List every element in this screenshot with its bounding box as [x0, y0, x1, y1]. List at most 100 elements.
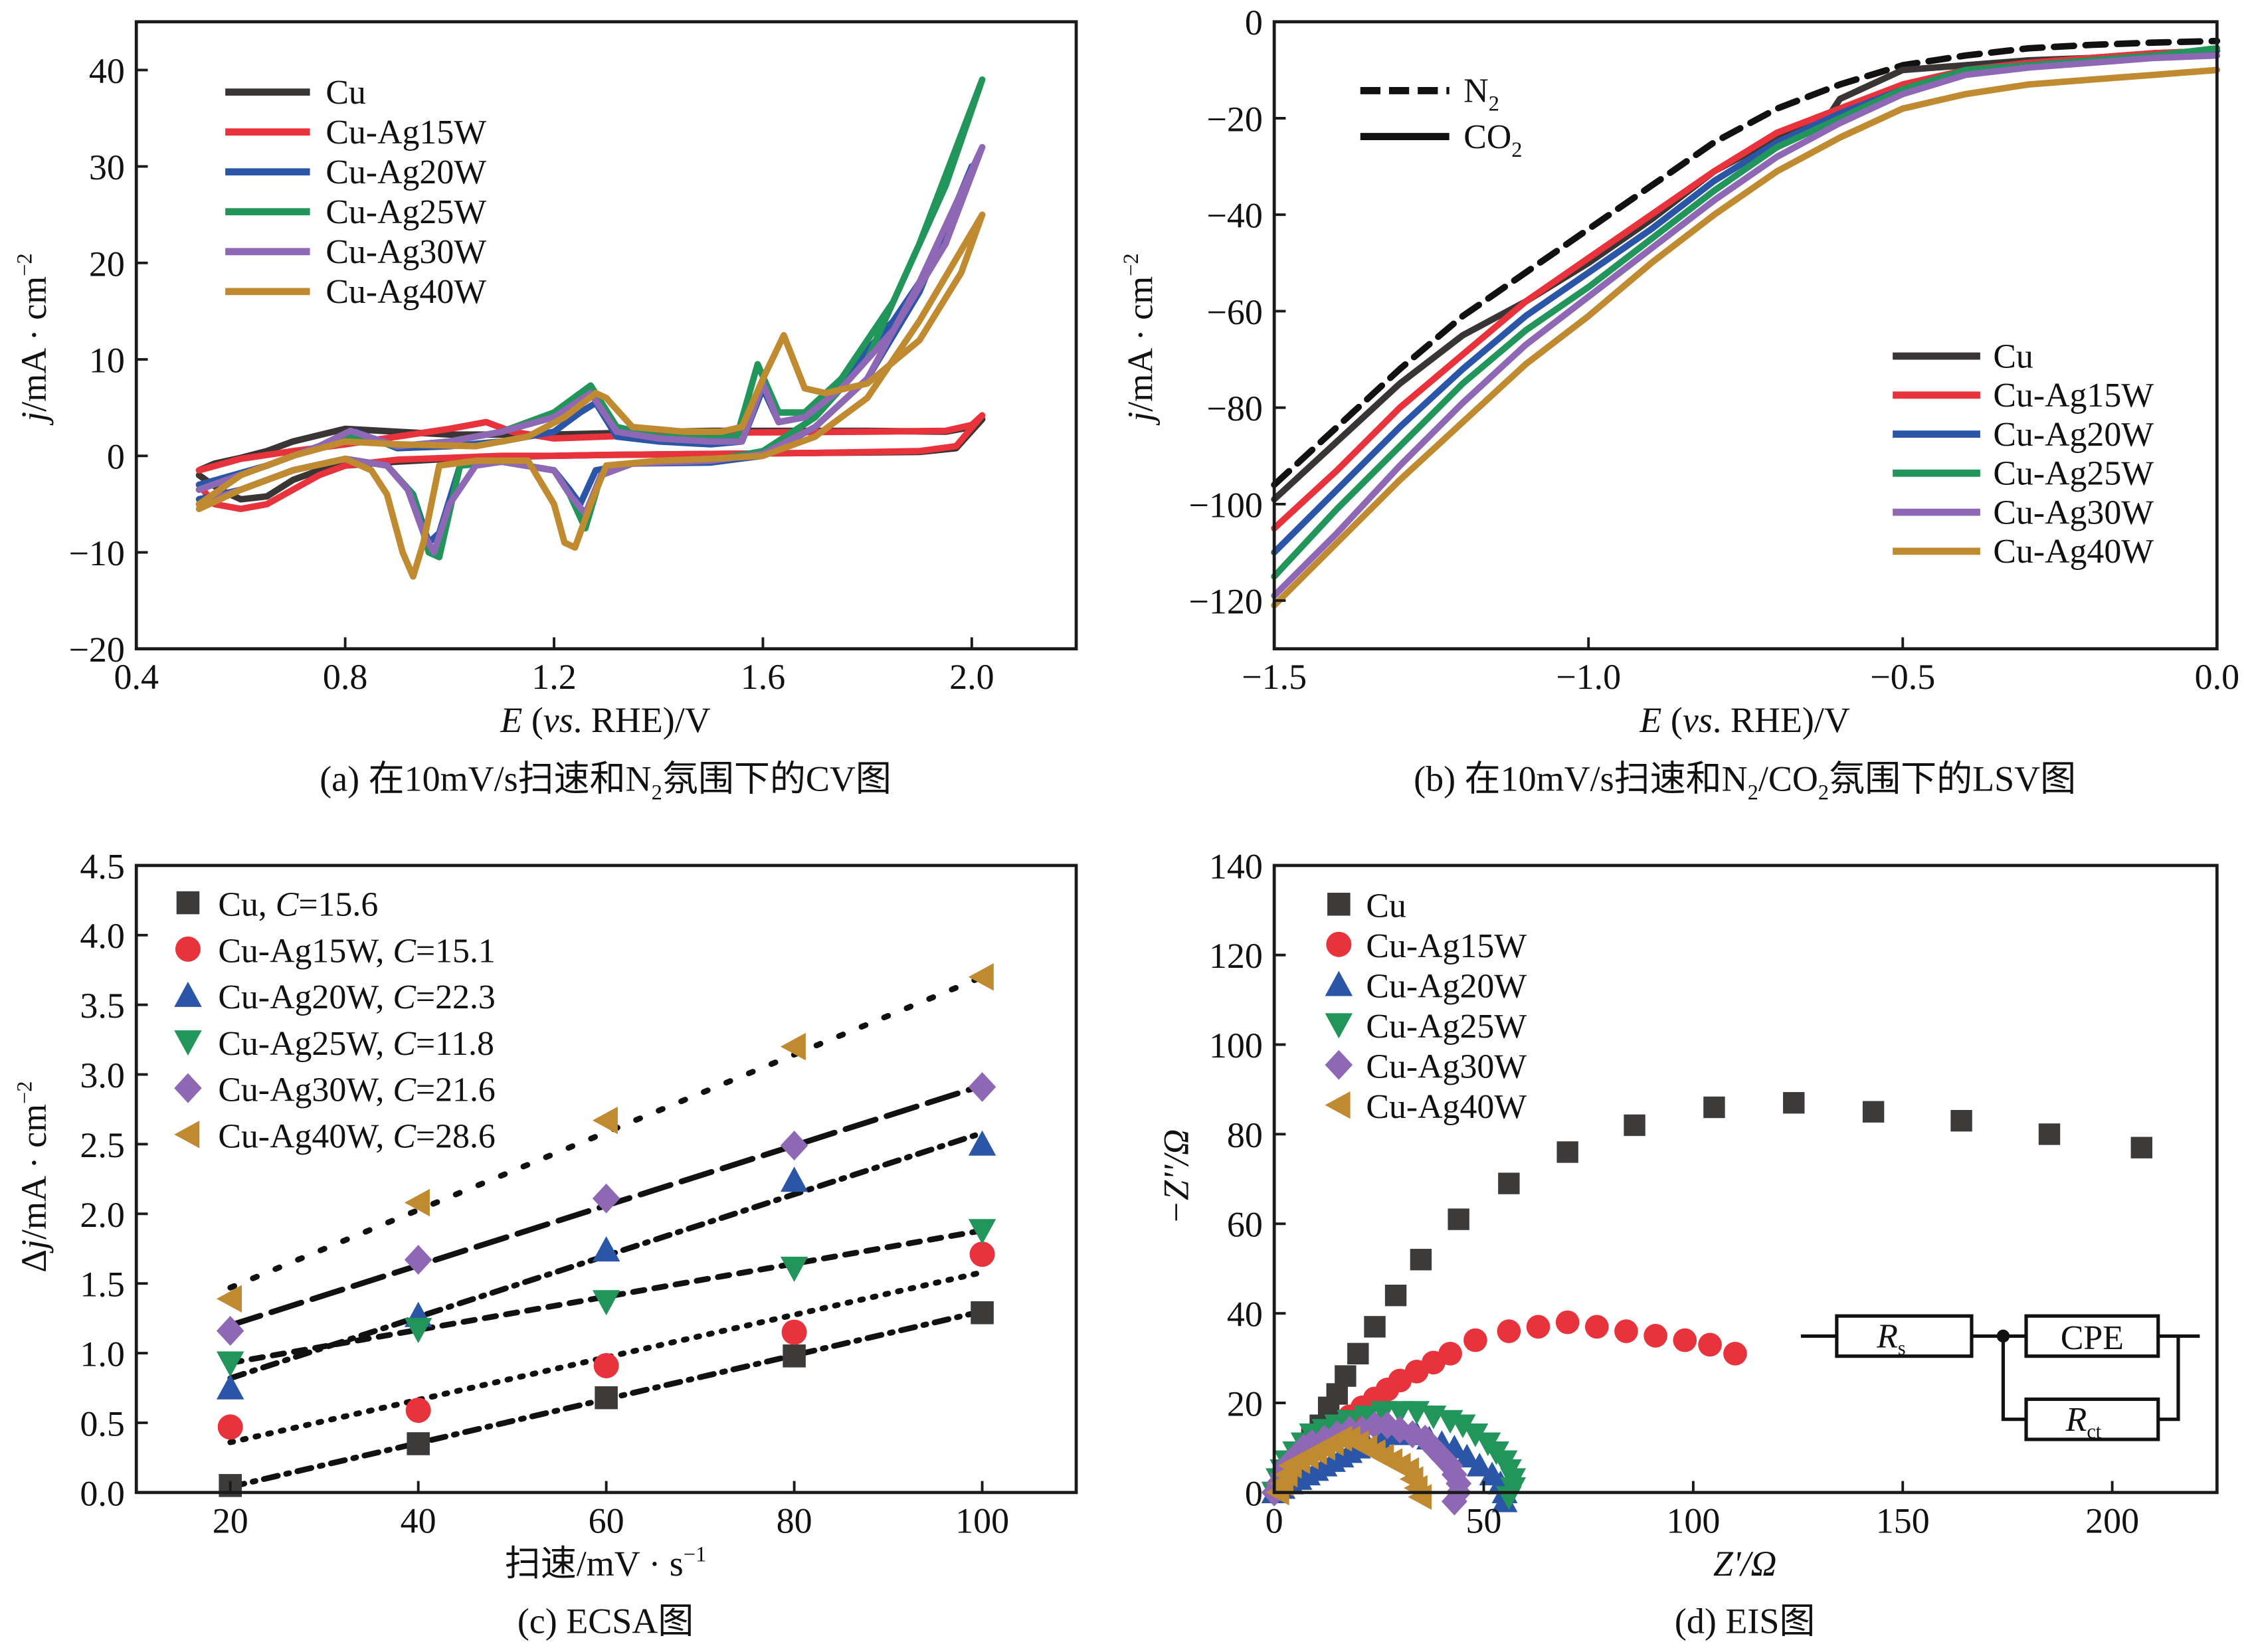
panel-d-y-tick-label: 20	[1227, 1384, 1263, 1423]
panel-b-y-tick-label: −120	[1188, 582, 1262, 622]
eis-point-cu	[1364, 1316, 1386, 1338]
equivalent-circuit-diagram: Rs CPE Rct	[1800, 1314, 2200, 1443]
legend-label: Cu-Ag40W	[1366, 1088, 1527, 1126]
ecsa-point-cu-ag25w	[216, 1351, 244, 1377]
panel-c-ecsa-chart: 20 40 60 80 100 0.0 0.5 1.0 1.5 2.0 2.5 3.0 3.5 4.0 4.…	[13, 846, 1078, 1641]
panel-a-y-tick-label: −10	[68, 533, 124, 573]
legend-marker	[1325, 1013, 1353, 1039]
panel-c-y-axis-label: Δj/mA · cm−2	[13, 1081, 54, 1273]
eis-point-cu-ag15w	[1584, 1315, 1609, 1339]
panel-a-cv-chart: 0.4 0.8 1.2 1.6 2.0 −20 −10 0 10 20 30 40 CuCu-Ag15…	[13, 20, 1078, 805]
eis-point-cu	[1783, 1092, 1805, 1114]
legend-label: CO2	[1463, 118, 1522, 162]
panel-c-x-axis-label: 扫速/mV · s−1	[505, 1543, 706, 1584]
panel-c-legend: Cu, C=15.6 Cu-Ag15W, C=15.1 Cu-Ag20W, C=22…	[174, 886, 496, 1155]
panel-a-y-tick-label: 20	[89, 244, 125, 284]
panel-c-x-tick-label: 40	[401, 1501, 436, 1540]
ecsa-point-cu-ag30w	[216, 1316, 244, 1346]
legend-marker	[1326, 931, 1352, 957]
legend-label: Cu-Ag30W, C=21.6	[218, 1071, 496, 1109]
legend-label: Cu-Ag25W, C=11.8	[218, 1025, 494, 1063]
ecsa-point-cu-ag30w	[780, 1131, 808, 1160]
legend-label: Cu-Ag20W	[326, 153, 486, 191]
eis-point-cu-ag15w	[1438, 1342, 1462, 1366]
ecsa-point-cu-ag25w	[592, 1290, 620, 1316]
eis-point-cu	[1556, 1141, 1578, 1163]
panel-a-x-tick-label: 2.0	[949, 657, 994, 697]
legend-marker	[174, 1030, 202, 1056]
eis-point-cu	[1347, 1342, 1369, 1365]
eis-point-cu-ag25w	[1353, 1406, 1380, 1429]
panel-b-y-tick-label: −40	[1206, 196, 1262, 236]
panel-c-y-tick-label: 3.5	[80, 986, 124, 1026]
eis-point-cu-ag20w	[1466, 1452, 1493, 1477]
eis-point-cu	[1448, 1208, 1469, 1230]
panel-c-x-tick-label: 20	[213, 1501, 248, 1540]
ecsa-point-cu-ag15w	[781, 1319, 807, 1345]
ecsa-point-cu-ag30w	[968, 1071, 996, 1102]
panel-c-y-tick-label: 0.0	[80, 1473, 124, 1513]
panel-b-x-tick-label: −1.0	[1556, 657, 1621, 697]
circuit-rct-label: Rct	[2065, 1401, 2102, 1443]
panel-c-ticks: 20 40 60 80 100 0.0 0.5 1.0 1.5 2.0 2.5 3.0 3.5 4.0 4.…	[80, 846, 1009, 1540]
ecsa-point-cu-ag15w	[969, 1241, 995, 1267]
panel-c-y-tick-label: 0.5	[80, 1404, 124, 1443]
eis-point-cu	[1335, 1365, 1357, 1387]
ecsa-point-cu-ag40w	[592, 1107, 618, 1135]
cv-series-cu-ag30w	[195, 143, 986, 556]
panel-b-plot-frame	[1272, 20, 2219, 651]
legend-marker	[175, 936, 201, 962]
legend-label: Cu-Ag25W	[326, 193, 486, 231]
panel-b-y-tick-label: −80	[1206, 389, 1262, 428]
ecsa-point-cu-ag40w	[968, 963, 994, 991]
legend-label: Cu	[1993, 337, 2033, 375]
panel-b-y-tick-label: −60	[1206, 292, 1262, 332]
panel-a-series-group	[195, 76, 986, 580]
panel-d-ticks: 0 50 100 150 200 0 20 40 60 80 100 120 140	[1209, 846, 2139, 1540]
eis-point-cu-ag20w	[1453, 1443, 1480, 1468]
panel-d-x-tick-label: 150	[1876, 1501, 1930, 1540]
panel-a-y-axis-label: j/mA · cm−2	[13, 253, 54, 425]
legend-marker	[176, 891, 200, 915]
eis-point-cu-ag15w	[1526, 1315, 1550, 1339]
ecsa-point-cu	[407, 1432, 430, 1455]
panel-a-x-tick-label: 1.6	[741, 657, 786, 697]
eis-point-cu-ag15w	[1698, 1332, 1722, 1357]
legend-label: Cu-Ag25W	[1366, 1008, 1527, 1046]
panel-d-caption: (d) EIS图	[1675, 1602, 1815, 1641]
ecsa-point-cu-ag40w	[780, 1032, 806, 1061]
ecsa-point-cu-ag25w	[780, 1256, 808, 1282]
panel-d-points	[1261, 1092, 2152, 1516]
panel-a-x-tick-label: 1.2	[531, 657, 577, 697]
eis-point-cu-ag15w	[1723, 1342, 1747, 1366]
eis-point-cu-ag15w	[1463, 1328, 1487, 1352]
legend-label: Cu-Ag20W	[1993, 416, 2154, 454]
ecsa-point-cu-ag30w	[404, 1245, 432, 1275]
eis-point-cu	[2130, 1137, 2152, 1158]
ecsa-point-cu-ag30w	[592, 1183, 620, 1214]
circuit-wire-parallel-right	[2158, 1336, 2180, 1422]
panel-d-y-tick-label: 60	[1227, 1205, 1263, 1245]
panel-d-y-tick-label: 100	[1209, 1026, 1263, 1065]
ecsa-point-cu-ag20w	[780, 1166, 808, 1192]
panel-d-x-tick-label: 200	[2085, 1501, 2139, 1540]
panel-b-y-axis-label: j/mA · cm−2	[1119, 253, 1161, 425]
panel-d-x-tick-label: 0	[1266, 1501, 1283, 1540]
ecsa-point-cu-ag15w	[593, 1352, 619, 1378]
eis-point-cu-ag15w	[1673, 1328, 1697, 1352]
legend-label: Cu-Ag30W	[1993, 494, 2154, 531]
ecsa-point-cu-ag20w	[216, 1374, 244, 1400]
eis-point-cu	[1950, 1110, 1972, 1132]
legend-label: Cu-Ag15W	[326, 114, 486, 151]
legend-label: Cu-Ag40W, C=28.6	[218, 1117, 496, 1155]
legend-marker	[174, 981, 202, 1007]
cv-series-cu-ag15w	[195, 412, 986, 512]
panel-c-points	[216, 963, 996, 1497]
lsv-series-n2	[1271, 37, 2221, 488]
eis-point-cu-ag25w	[1450, 1414, 1476, 1439]
panel-d-y-tick-label: 120	[1209, 936, 1263, 976]
eis-point-cu-ag40w	[1408, 1484, 1432, 1511]
ecsa-point-cu	[595, 1386, 618, 1410]
panel-a-y-tick-label: 0	[107, 437, 125, 477]
